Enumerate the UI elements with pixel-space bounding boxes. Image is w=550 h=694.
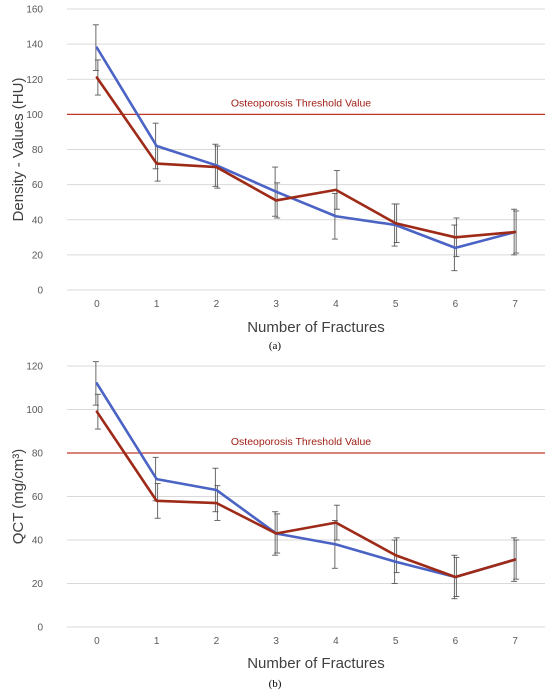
x-tick-label: 2 bbox=[214, 299, 220, 310]
x-tick-label: 7 bbox=[512, 299, 518, 310]
y-tick-label: 160 bbox=[26, 5, 43, 16]
x-tick-label: 0 bbox=[94, 299, 100, 310]
x-tick-label: 2 bbox=[214, 636, 220, 647]
y-axis-title-a: Density - Values (HU) bbox=[10, 78, 27, 222]
x-tick-label: 1 bbox=[154, 636, 160, 647]
y-tick-label: 100 bbox=[26, 405, 43, 416]
panel-label-b: (b) bbox=[269, 678, 282, 690]
x-tick-label: 1 bbox=[154, 299, 160, 310]
y-tick-label: 120 bbox=[26, 362, 43, 373]
series-line-blue bbox=[95, 382, 517, 579]
y-tick-label: 20 bbox=[32, 579, 44, 590]
threshold-label-b: Osteoporosis Threshold Value bbox=[231, 436, 371, 448]
panel-label-a: (a) bbox=[269, 340, 282, 352]
x-tick-label: 0 bbox=[94, 636, 100, 647]
x-axis-title-b: Number of Fractures bbox=[247, 655, 385, 672]
y-axis-title-b: QCT (mg/cm³) bbox=[10, 449, 27, 545]
y-tick-label: 80 bbox=[32, 449, 44, 460]
series-line-red bbox=[95, 76, 517, 239]
chart-panel-a: Osteoporosis Threshold Value 02040608010… bbox=[10, 5, 545, 352]
y-tick-label: 120 bbox=[26, 75, 43, 86]
y-tick-label: 40 bbox=[32, 215, 44, 226]
y-tick-label: 80 bbox=[32, 145, 44, 156]
x-tick-label: 6 bbox=[453, 636, 459, 647]
x-axis-title-a: Number of Fractures bbox=[247, 319, 385, 336]
x-tick-label: 3 bbox=[273, 299, 279, 310]
y-tick-label: 0 bbox=[37, 623, 43, 634]
x-tick-label: 5 bbox=[393, 636, 399, 647]
x-tick-label: 3 bbox=[273, 636, 279, 647]
x-tick-label: 5 bbox=[393, 299, 399, 310]
y-tick-label: 60 bbox=[32, 180, 44, 191]
x-tick-label: 4 bbox=[333, 636, 339, 647]
threshold-label-a: Osteoporosis Threshold Value bbox=[231, 97, 371, 109]
series-line-blue bbox=[95, 46, 517, 250]
y-tick-label: 140 bbox=[26, 40, 43, 51]
y-tick-label: 100 bbox=[26, 110, 43, 121]
y-tick-label: 0 bbox=[37, 286, 43, 297]
x-tick-label: 6 bbox=[453, 299, 459, 310]
y-tick-label: 20 bbox=[32, 250, 44, 261]
series-line-red bbox=[95, 410, 517, 579]
x-tick-label: 7 bbox=[512, 636, 518, 647]
y-tick-label: 60 bbox=[32, 492, 44, 503]
x-tick-label: 4 bbox=[333, 299, 339, 310]
chart-panel-b: Osteoporosis Threshold Value 02040608010… bbox=[10, 361, 545, 690]
y-tick-label: 40 bbox=[32, 536, 44, 547]
